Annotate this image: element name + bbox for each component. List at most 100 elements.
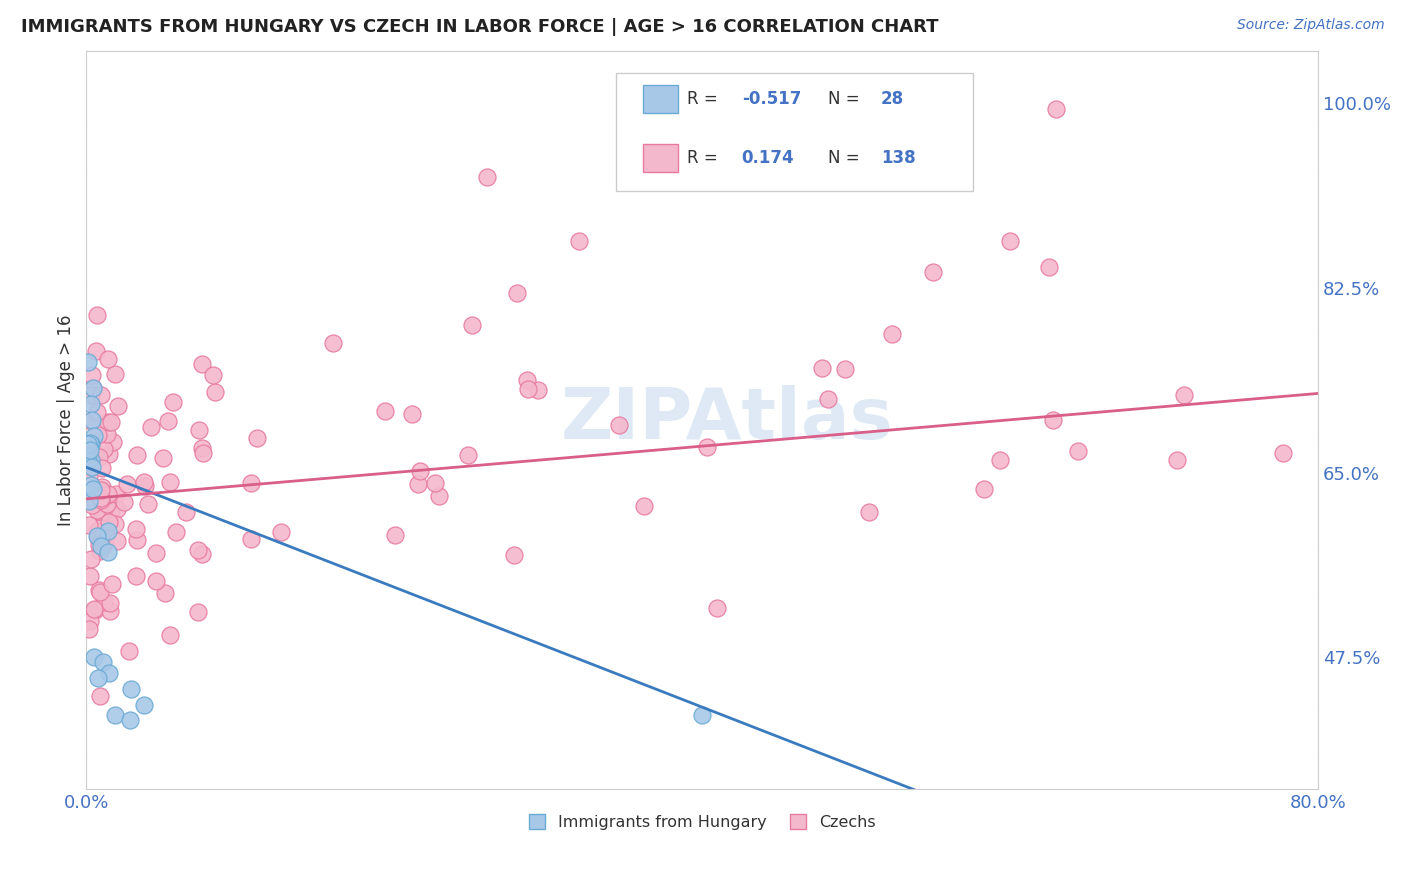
Point bbox=[1173, 388, 1195, 402]
Point bbox=[810, 361, 832, 376]
Point bbox=[93, 442, 115, 456]
Text: R =: R = bbox=[688, 150, 724, 168]
Point bbox=[97, 487, 120, 501]
Point bbox=[80, 387, 103, 401]
Point bbox=[105, 486, 128, 500]
Point bbox=[83, 445, 105, 459]
Point bbox=[998, 234, 1021, 248]
Point bbox=[834, 362, 856, 376]
Point bbox=[96, 488, 118, 502]
Point bbox=[94, 533, 117, 548]
Point bbox=[84, 489, 107, 503]
Point bbox=[86, 503, 108, 517]
Point bbox=[79, 493, 101, 508]
Text: N =: N = bbox=[828, 150, 865, 168]
Point bbox=[80, 551, 103, 566]
Point bbox=[97, 665, 120, 680]
Point bbox=[240, 533, 263, 547]
Text: -0.517: -0.517 bbox=[741, 90, 801, 109]
Point bbox=[384, 528, 406, 542]
Point bbox=[858, 505, 880, 519]
Point bbox=[690, 708, 713, 723]
Point bbox=[97, 447, 120, 461]
Point bbox=[1038, 260, 1060, 275]
Point bbox=[97, 524, 120, 538]
Point bbox=[139, 420, 162, 434]
Point bbox=[100, 506, 122, 520]
Point bbox=[527, 384, 550, 398]
Point bbox=[83, 428, 105, 442]
Point bbox=[77, 622, 100, 636]
Point bbox=[82, 381, 104, 395]
Point bbox=[201, 368, 224, 383]
Point bbox=[112, 494, 135, 508]
Point bbox=[80, 499, 103, 513]
Text: 138: 138 bbox=[880, 150, 915, 168]
Point bbox=[77, 355, 100, 369]
Point bbox=[118, 714, 141, 728]
Point bbox=[90, 491, 112, 505]
Y-axis label: In Labor Force | Age > 16: In Labor Force | Age > 16 bbox=[58, 314, 75, 525]
Point bbox=[104, 516, 127, 531]
Point bbox=[87, 531, 110, 545]
Point bbox=[187, 606, 209, 620]
Point bbox=[882, 326, 904, 341]
Point bbox=[127, 448, 149, 462]
Point bbox=[97, 352, 120, 367]
Point bbox=[125, 523, 148, 537]
Point bbox=[104, 368, 127, 382]
Point bbox=[79, 517, 101, 532]
Point bbox=[91, 539, 114, 553]
Point bbox=[84, 603, 107, 617]
Point bbox=[91, 536, 114, 550]
Point bbox=[191, 357, 214, 371]
FancyBboxPatch shape bbox=[616, 73, 973, 191]
Point bbox=[270, 524, 292, 539]
Point bbox=[107, 399, 129, 413]
Point bbox=[322, 335, 344, 350]
Point bbox=[86, 529, 108, 543]
Point bbox=[89, 521, 111, 535]
Point bbox=[80, 368, 103, 382]
Point bbox=[973, 482, 995, 496]
Point bbox=[374, 403, 396, 417]
Point bbox=[87, 428, 110, 442]
Point bbox=[80, 436, 103, 450]
Point bbox=[90, 493, 112, 508]
Point bbox=[159, 475, 181, 490]
Point bbox=[91, 506, 114, 520]
Point bbox=[156, 414, 179, 428]
Point bbox=[84, 343, 107, 358]
Point bbox=[83, 602, 105, 616]
Point bbox=[409, 464, 432, 478]
Point bbox=[77, 448, 100, 462]
Point bbox=[100, 595, 122, 609]
Point bbox=[1166, 453, 1188, 467]
Point bbox=[101, 576, 124, 591]
Point bbox=[423, 475, 446, 490]
Point bbox=[401, 408, 423, 422]
Point bbox=[165, 524, 187, 539]
Point bbox=[101, 434, 124, 449]
FancyBboxPatch shape bbox=[643, 86, 678, 113]
Point bbox=[77, 460, 100, 475]
Point bbox=[86, 671, 108, 685]
Point bbox=[174, 505, 197, 519]
Point bbox=[89, 585, 111, 599]
Point bbox=[134, 475, 156, 489]
Point bbox=[191, 441, 214, 455]
Point bbox=[96, 497, 118, 511]
Point bbox=[100, 415, 122, 429]
Text: 0.174: 0.174 bbox=[741, 150, 794, 168]
Point bbox=[89, 689, 111, 703]
Point bbox=[89, 543, 111, 558]
Point bbox=[79, 569, 101, 583]
Point bbox=[91, 656, 114, 670]
Point bbox=[87, 582, 110, 597]
Point bbox=[188, 424, 211, 438]
Text: Source: ZipAtlas.com: Source: ZipAtlas.com bbox=[1237, 18, 1385, 32]
Point bbox=[134, 479, 156, 493]
Text: IMMIGRANTS FROM HUNGARY VS CZECH IN LABOR FORCE | AGE > 16 CORRELATION CHART: IMMIGRANTS FROM HUNGARY VS CZECH IN LABO… bbox=[21, 18, 939, 36]
Point bbox=[86, 308, 108, 322]
Point bbox=[93, 595, 115, 609]
